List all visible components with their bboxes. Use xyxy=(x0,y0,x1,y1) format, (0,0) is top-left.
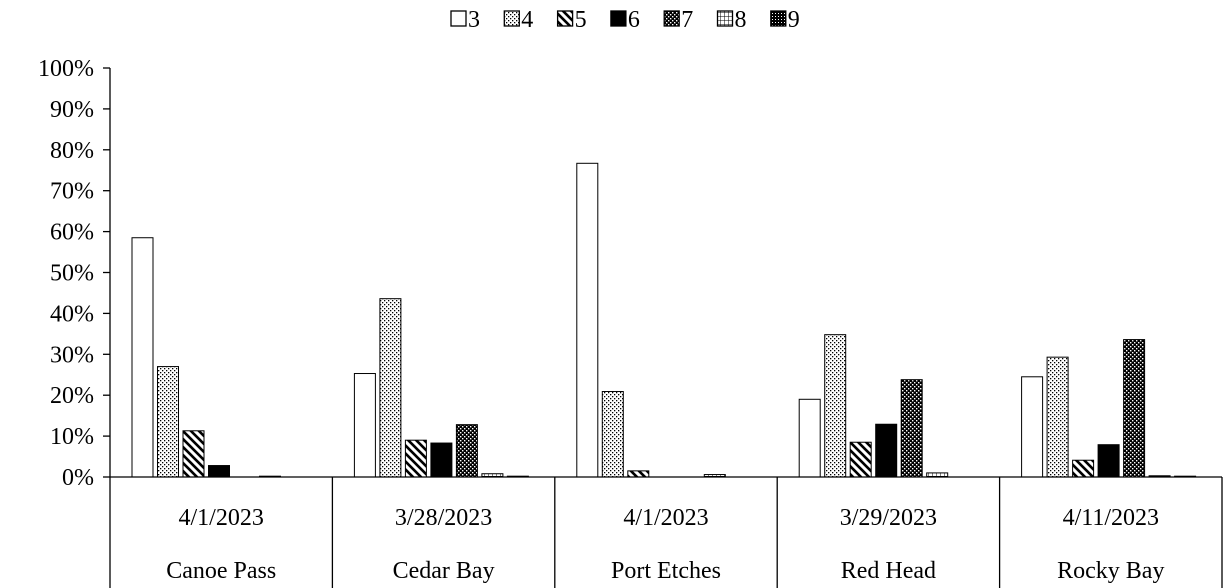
x-site-label: Red Head xyxy=(841,558,936,584)
bar-series-4-cat-2 xyxy=(601,391,624,478)
x-site-label: Rocky Bay xyxy=(1057,558,1164,584)
bar-series-4-cat-3 xyxy=(824,334,847,478)
bar-series-6-cat-4 xyxy=(1097,444,1120,478)
y-tick-label: 40% xyxy=(50,301,94,327)
bar-series-3-cat-0 xyxy=(131,237,154,478)
y-tick-label: 50% xyxy=(50,261,94,287)
legend-swatch-5 xyxy=(556,10,574,27)
legend-swatch-8 xyxy=(716,10,734,27)
bar-series-5-cat-3 xyxy=(849,441,872,478)
legend-swatch-3 xyxy=(450,10,467,27)
y-tick-label: 100% xyxy=(38,56,94,82)
legend-swatch-6 xyxy=(610,10,627,27)
bar-series-6-cat-3 xyxy=(875,423,898,478)
bar-series-5-cat-0 xyxy=(182,430,205,478)
bar-series-3-cat-3 xyxy=(798,398,821,478)
y-tick-label: 80% xyxy=(50,138,94,164)
legend-label-9: 9 xyxy=(788,7,800,33)
x-date-label: 4/1/2023 xyxy=(179,505,264,531)
y-tick-label: 90% xyxy=(50,97,94,123)
y-tick-label: 0% xyxy=(62,465,94,491)
legend-swatch-9 xyxy=(770,10,787,27)
x-date-label: 3/29/2023 xyxy=(840,505,937,531)
legend-label-7: 7 xyxy=(681,7,693,33)
legend-label-3: 3 xyxy=(468,7,480,33)
bar-series-7-cat-4 xyxy=(1123,339,1146,478)
bar-series-5-cat-2 xyxy=(627,470,650,478)
bar-series-4-cat-0 xyxy=(157,366,179,478)
bar-series-5-cat-1 xyxy=(404,439,427,478)
x-date-label: 3/28/2023 xyxy=(395,505,492,531)
bar-series-6-cat-1 xyxy=(430,442,453,478)
bar-series-4-cat-4 xyxy=(1046,356,1069,478)
legend-swatch-4 xyxy=(503,10,520,27)
legend-label-5: 5 xyxy=(575,7,587,33)
y-axis: 0% 10% 20% 30% 40% 50% 60% 70% 80% 90% 100% xyxy=(38,56,111,491)
x-axis: 4/1/2023 Canoe Pass 3/28/2023 Cedar Bay 4/1/… xyxy=(109,476,1223,588)
legend-swatch-7 xyxy=(663,10,680,27)
x-date-label: 4/11/2023 xyxy=(1063,505,1159,531)
legend-label-4: 4 xyxy=(521,7,533,33)
legend-label-8: 8 xyxy=(735,7,747,33)
bar-series-7-cat-1 xyxy=(455,424,478,478)
x-date-label: 4/1/2023 xyxy=(623,505,708,531)
bar-series-7-cat-3 xyxy=(900,379,923,478)
bars xyxy=(131,162,1197,478)
y-tick-label: 60% xyxy=(50,220,94,246)
x-site-label: Port Etches xyxy=(611,558,721,584)
y-tick-label: 30% xyxy=(50,342,94,368)
legend: 3 4 5 6 7 8 9 xyxy=(450,7,800,33)
x-site-label: Cedar Bay xyxy=(393,558,495,584)
bar-series-3-cat-1 xyxy=(353,373,376,478)
bar-series-3-cat-2 xyxy=(576,162,599,478)
bar-series-4-cat-1 xyxy=(379,298,402,478)
bar-series-5-cat-4 xyxy=(1072,459,1095,478)
y-tick-label: 20% xyxy=(50,383,94,409)
x-site-label: Canoe Pass xyxy=(166,558,276,584)
y-tick-label: 70% xyxy=(50,179,94,205)
bar-series-3-cat-4 xyxy=(1021,376,1044,478)
legend-label-6: 6 xyxy=(628,7,640,33)
y-tick-label: 10% xyxy=(50,424,94,450)
bar-series-6-cat-0 xyxy=(208,465,230,478)
